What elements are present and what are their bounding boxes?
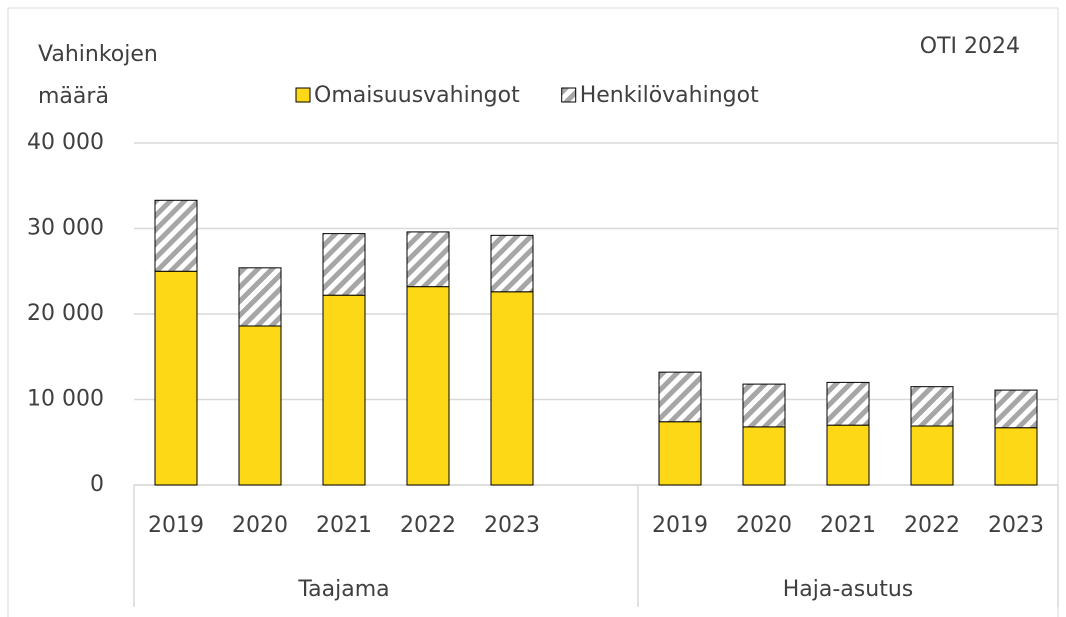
bar-segment xyxy=(406,286,450,486)
y-axis-label: määrä xyxy=(38,84,109,109)
group-label: Taajama xyxy=(297,577,389,602)
x-tick-label: 2023 xyxy=(988,513,1044,538)
bar-segment xyxy=(826,424,870,486)
bar-segment xyxy=(826,381,870,426)
bar-segment xyxy=(238,267,282,327)
bar-segment xyxy=(322,294,366,486)
x-tick-label: 2019 xyxy=(652,513,708,538)
y-axis-label: Vahinkojen xyxy=(38,42,158,67)
y-tick-label: 20 000 xyxy=(27,301,104,326)
bar-segment xyxy=(910,425,954,486)
bar-segment xyxy=(742,383,786,428)
x-tick-label: 2022 xyxy=(904,513,960,538)
legend-label: Omaisuusvahingot xyxy=(314,83,520,108)
x-tick-label: 2020 xyxy=(736,513,792,538)
annotation: OTI 2024 xyxy=(920,34,1020,59)
bar-segment xyxy=(910,386,954,427)
x-tick-label: 2021 xyxy=(316,513,372,538)
y-tick-label: 40 000 xyxy=(27,130,104,155)
bar-segment xyxy=(406,231,450,288)
y-tick-label: 10 000 xyxy=(27,387,104,412)
bar-segment xyxy=(658,421,702,486)
x-tick-label: 2021 xyxy=(820,513,876,538)
chart-border xyxy=(7,7,1059,617)
bar-segment xyxy=(154,270,198,486)
bar-segment xyxy=(154,199,198,272)
bar-segment xyxy=(742,426,786,486)
bar-segment xyxy=(994,427,1038,486)
bar-segment xyxy=(658,371,702,423)
legend-label: Henkilövahingot xyxy=(580,83,759,108)
bar-segment xyxy=(994,389,1038,429)
group-label: Haja-asutus xyxy=(783,577,913,602)
y-tick-label: 0 xyxy=(90,472,104,497)
bar-segment xyxy=(490,234,534,293)
x-tick-label: 2022 xyxy=(400,513,456,538)
legend-swatch xyxy=(295,87,311,103)
bar-segment xyxy=(322,233,366,296)
x-tick-label: 2023 xyxy=(484,513,540,538)
bar-segment xyxy=(238,325,282,486)
legend-swatch xyxy=(561,87,577,103)
y-tick-label: 30 000 xyxy=(27,216,104,241)
x-tick-label: 2019 xyxy=(148,513,204,538)
x-tick-label: 2020 xyxy=(232,513,288,538)
bar-segment xyxy=(490,291,534,486)
